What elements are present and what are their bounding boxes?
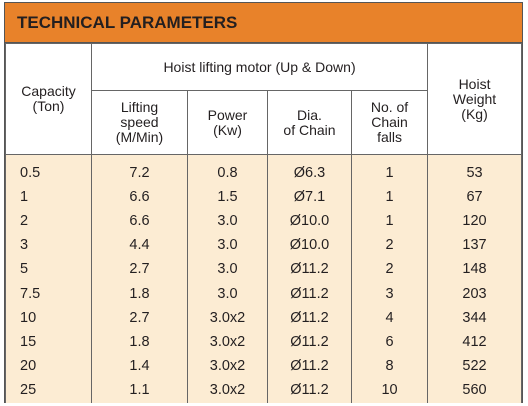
table-cell: 0.5 bbox=[5, 154, 92, 186]
table-cell: 3 bbox=[350, 281, 429, 307]
table-cell: 2 bbox=[350, 233, 429, 258]
column-header: Lifting speed (M/Min) bbox=[91, 90, 188, 155]
column-header: Power (Kw) bbox=[187, 90, 268, 155]
table-header: Capacity (Ton) Hoist lifting motor (Up &… bbox=[5, 43, 522, 155]
table-cell: 4 bbox=[350, 306, 429, 331]
table-cell: Ø11.2 bbox=[267, 306, 352, 331]
table-cell: 1 bbox=[350, 185, 429, 210]
header-row: Lifting speed (M/Min) Power (Kw) Dia. of… bbox=[6, 90, 522, 155]
header-row: Capacity (Ton) Hoist lifting motor (Up &… bbox=[5, 43, 522, 155]
table-cell: 1.1 bbox=[91, 378, 188, 403]
group-header: Hoist lifting motor (Up & Down) bbox=[90, 43, 429, 91]
table-row: 10 2.7 3.0x2 Ø11.2 4 344 bbox=[5, 306, 522, 331]
table-cell: 6.6 bbox=[91, 209, 188, 234]
table-cell: 7.2 bbox=[91, 154, 188, 186]
table-cell: 3.0x2 bbox=[187, 306, 268, 331]
table-cell: 8 bbox=[350, 354, 429, 379]
table-cell: 10 bbox=[5, 306, 92, 331]
table-cell: 1 bbox=[350, 209, 429, 234]
table-row: 0.5 7.2 0.8 Ø6.3 1 53 bbox=[5, 154, 522, 186]
table-cell: 3.0 bbox=[187, 233, 268, 258]
table-cell: 3.0x2 bbox=[187, 330, 268, 355]
table-cell: 6.6 bbox=[91, 185, 188, 210]
table-row: 20 1.4 3.0x2 Ø11.2 8 522 bbox=[5, 354, 522, 379]
table-cell: 0.8 bbox=[187, 154, 268, 186]
table-row: 5 2.7 3.0 Ø11.2 2 148 bbox=[5, 257, 522, 282]
table-cell: 3.0 bbox=[187, 209, 268, 234]
table-cell: 3.0x2 bbox=[187, 378, 268, 403]
table-cell: 412 bbox=[427, 330, 522, 355]
table-cell: 137 bbox=[427, 233, 522, 258]
table-cell: Ø11.2 bbox=[267, 257, 352, 282]
table-cell: 2 bbox=[350, 257, 429, 282]
table-cell: Ø11.2 bbox=[267, 330, 352, 355]
table-cell: 20 bbox=[5, 354, 92, 379]
table-cell: 7.5 bbox=[5, 281, 92, 307]
table-cell: 1.5 bbox=[187, 185, 268, 210]
table-cell: Ø10.0 bbox=[267, 233, 352, 258]
table-cell: 53 bbox=[427, 154, 522, 186]
table-cell: 3.0x2 bbox=[187, 354, 268, 379]
table-cell: 1 bbox=[350, 154, 429, 186]
table-cell: 148 bbox=[427, 257, 522, 282]
table-cell: 120 bbox=[427, 209, 522, 234]
table-cell: 560 bbox=[427, 378, 522, 403]
table-cell: 3 bbox=[5, 233, 92, 258]
table-cell: 6 bbox=[350, 330, 429, 355]
table-cell: 1 bbox=[5, 185, 92, 210]
table-row: 25 1.1 3.0x2 Ø11.2 10 560 bbox=[5, 378, 522, 403]
table-row: 3 4.4 3.0 Ø10.0 2 137 bbox=[5, 233, 522, 258]
table-cell: 203 bbox=[427, 281, 522, 307]
spec-table: Capacity (Ton) Hoist lifting motor (Up &… bbox=[5, 43, 522, 403]
column-header: Capacity (Ton) bbox=[5, 43, 92, 155]
table-row: 1 6.6 1.5 Ø7.1 1 67 bbox=[5, 185, 522, 210]
table-cell: 1.8 bbox=[91, 330, 188, 355]
column-header: No. of Chain falls bbox=[350, 90, 429, 155]
table-cell: 3.0 bbox=[187, 281, 268, 307]
column-header: Dia. of Chain bbox=[267, 90, 352, 155]
table-body: 0.5 7.2 0.8 Ø6.3 1 53 1 6.6 1.5 Ø7.1 1 67 2 6.6 3.0 Ø10… bbox=[5, 154, 522, 403]
table-cell: 25 bbox=[5, 378, 92, 403]
table-row: 15 1.8 3.0x2 Ø11.2 6 412 bbox=[5, 330, 522, 355]
table-cell: 344 bbox=[427, 306, 522, 331]
table-cell: 5 bbox=[5, 257, 92, 282]
column-header: Hoist Weight (Kg) bbox=[427, 43, 522, 155]
table-cell: 1.4 bbox=[91, 354, 188, 379]
title-bar: TECHNICAL PARAMETERS bbox=[5, 3, 522, 43]
table-cell: 67 bbox=[427, 185, 522, 210]
table-cell: 3.0 bbox=[187, 257, 268, 282]
table-cell: 2.7 bbox=[91, 257, 188, 282]
table-cell: Ø11.2 bbox=[267, 281, 352, 307]
table-cell: 1.8 bbox=[91, 281, 188, 307]
table-cell: 15 bbox=[5, 330, 92, 355]
table-cell: 4.4 bbox=[91, 233, 188, 258]
table-row: 7.5 1.8 3.0 Ø11.2 3 203 bbox=[5, 281, 522, 307]
table-cell: 2.7 bbox=[91, 306, 188, 331]
table-cell: 2 bbox=[5, 209, 92, 234]
table-cell: Ø10.0 bbox=[267, 209, 352, 234]
table-row: 2 6.6 3.0 Ø10.0 1 120 bbox=[5, 209, 522, 234]
spec-sheet: TECHNICAL PARAMETERS Capacity (Ton) Hois… bbox=[4, 2, 523, 403]
table-cell: Ø11.2 bbox=[267, 354, 352, 379]
table-cell: 10 bbox=[350, 378, 429, 403]
table-cell: 522 bbox=[427, 354, 522, 379]
table-cell: Ø7.1 bbox=[267, 185, 352, 210]
table-cell: Ø11.2 bbox=[267, 378, 352, 403]
table-cell: Ø6.3 bbox=[267, 154, 352, 186]
